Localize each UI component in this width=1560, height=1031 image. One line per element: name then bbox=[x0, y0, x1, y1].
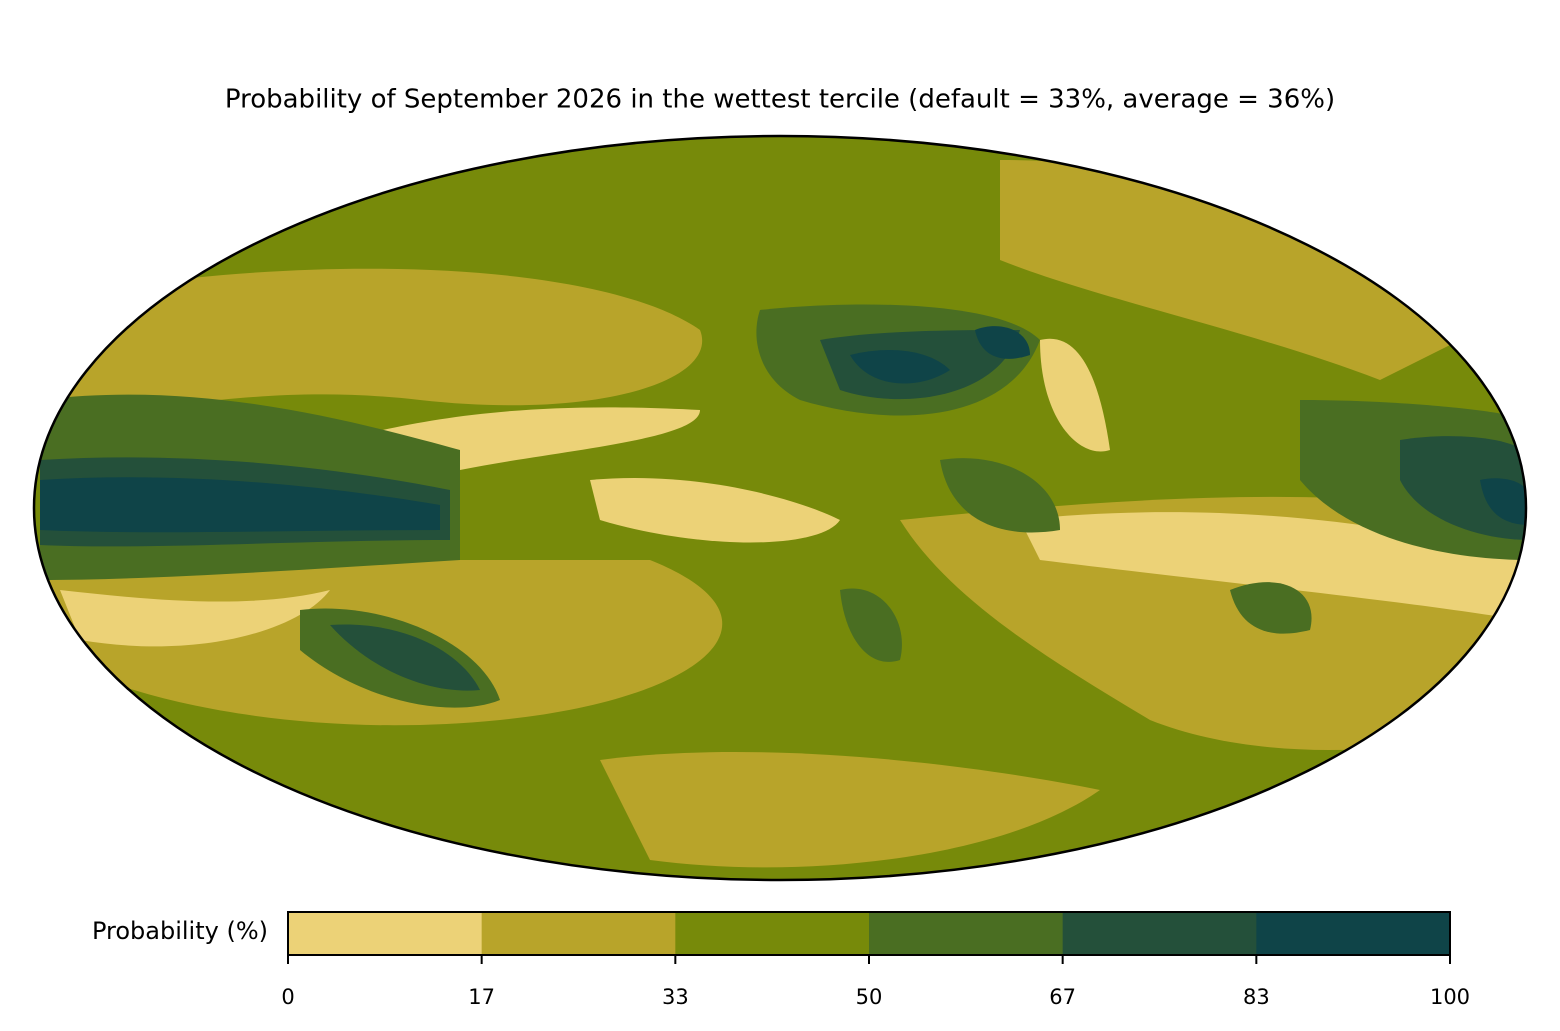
colorbar-segment bbox=[869, 912, 1064, 955]
field-region bbox=[60, 590, 330, 647]
colorbar-tick-label: 67 bbox=[1049, 985, 1076, 1009]
colorbar-segment bbox=[1256, 912, 1451, 955]
field-region bbox=[850, 350, 950, 384]
colorbar: 0 17 33 50 67 83 100 bbox=[281, 912, 1470, 1009]
field-region bbox=[40, 477, 440, 533]
field-region bbox=[840, 588, 902, 662]
field-region bbox=[1480, 478, 1526, 525]
field-region bbox=[940, 458, 1060, 533]
colorbar-tick-label: 100 bbox=[1430, 985, 1470, 1009]
colorbar-tick-label: 50 bbox=[856, 985, 883, 1009]
colorbar-segment bbox=[288, 912, 483, 955]
colorbar-tick-label: 0 bbox=[281, 985, 294, 1009]
field-region bbox=[1000, 160, 1500, 380]
colorbar-tick-label: 83 bbox=[1243, 985, 1270, 1009]
field-region bbox=[975, 326, 1030, 359]
colorbar-tick-label: 33 bbox=[662, 985, 689, 1009]
field-region bbox=[600, 751, 1100, 868]
field-region bbox=[40, 268, 703, 420]
colorbar-label: Probability (%) bbox=[92, 917, 268, 945]
colorbar-segment bbox=[481, 912, 676, 955]
field-region bbox=[590, 478, 840, 543]
colorbar-tick-label: 17 bbox=[468, 985, 495, 1009]
map-field bbox=[34, 136, 1526, 880]
field-region bbox=[330, 624, 480, 691]
colorbar-frame bbox=[287, 911, 1451, 956]
map-title: Probability of September 2026 in the wet… bbox=[225, 85, 1335, 115]
field-region bbox=[1230, 582, 1312, 634]
colorbar-segment bbox=[675, 912, 870, 955]
map-outline bbox=[32, 134, 1528, 882]
colorbar-segment bbox=[1062, 912, 1257, 955]
field-region bbox=[1040, 338, 1110, 452]
